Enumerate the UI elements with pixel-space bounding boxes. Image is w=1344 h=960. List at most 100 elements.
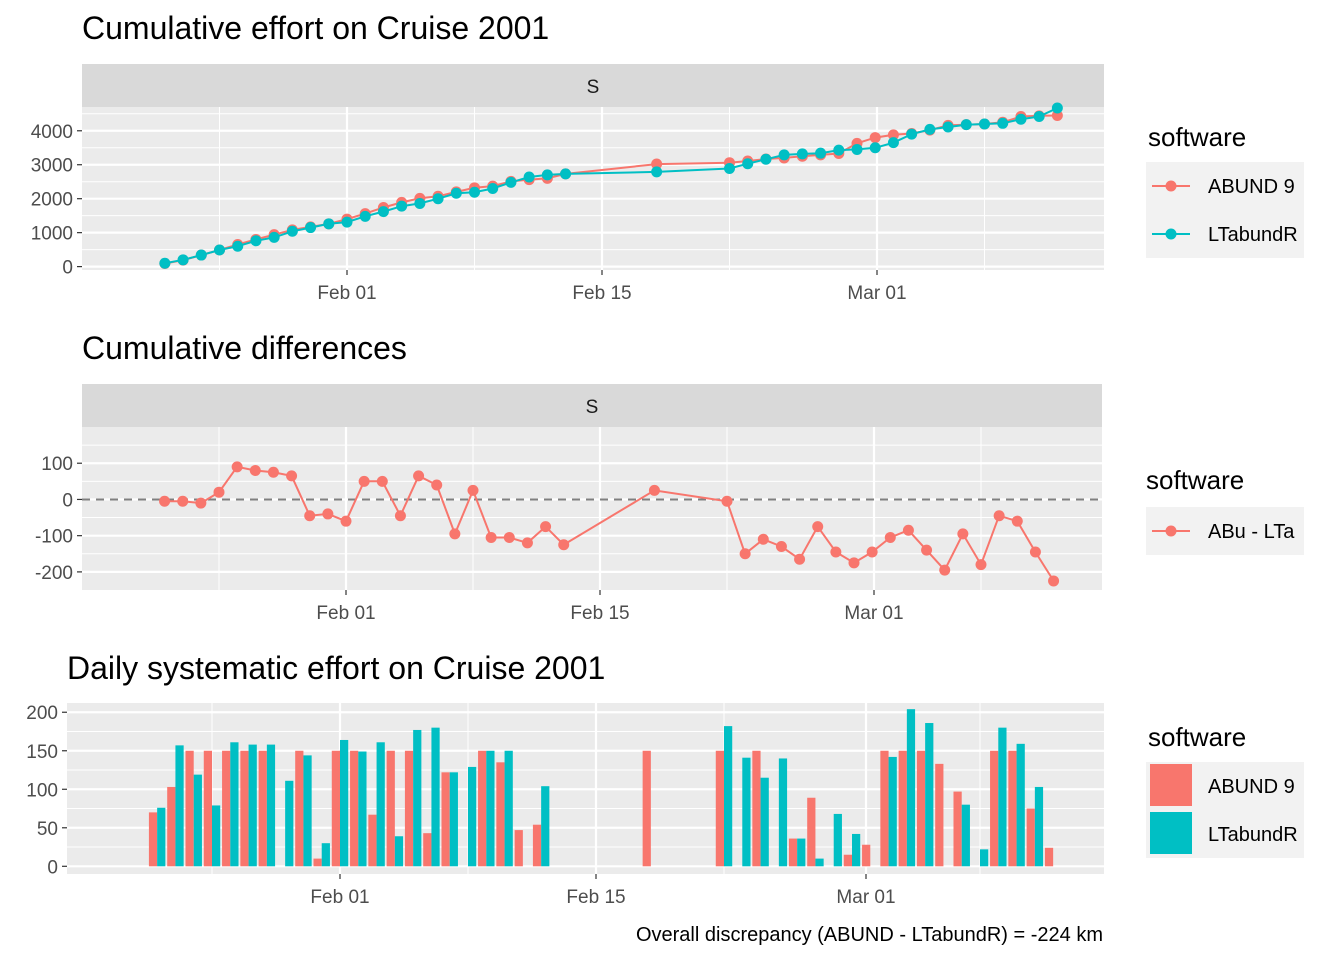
data-point (775, 541, 787, 553)
bar (833, 813, 842, 867)
bar (1008, 750, 1017, 867)
bar (258, 750, 267, 867)
bar (862, 844, 871, 867)
data-point (286, 470, 298, 482)
data-point (540, 521, 552, 533)
bar (193, 774, 202, 867)
bar (350, 750, 359, 867)
y-tick-label: 1000 (31, 224, 73, 245)
data-point (1029, 546, 1041, 558)
bar (888, 756, 897, 867)
bar (449, 772, 458, 867)
data-point (232, 240, 244, 252)
plot-panel-2: -200 -100 0 100 Feb 01 Feb 15 Mar 01 (35, 427, 1102, 624)
data-point (906, 128, 918, 140)
y-tick-label: 0 (62, 258, 73, 279)
data-point (778, 149, 790, 161)
x-tick-label: Mar 01 (844, 603, 903, 624)
y-tick-label: 100 (26, 780, 58, 801)
legend-title-3: software (1148, 722, 1246, 752)
legend-key-background (1146, 162, 1304, 258)
data-point (975, 559, 987, 571)
x-tick-label: Feb 01 (316, 603, 375, 624)
data-point (993, 510, 1005, 522)
data-point (1011, 515, 1023, 527)
bar (1026, 808, 1035, 867)
data-point (724, 162, 735, 174)
data-point (396, 200, 408, 212)
legend-label: ABu - LTa (1208, 521, 1295, 543)
bar (752, 750, 761, 867)
bar (376, 742, 385, 867)
y-tick-label: 3000 (31, 156, 73, 177)
bar (478, 750, 487, 867)
data-point (195, 249, 207, 261)
bar (504, 750, 513, 867)
legend-label: ABUND 9 (1208, 776, 1295, 798)
data-point (742, 158, 754, 170)
bar (404, 750, 414, 867)
data-point (450, 187, 462, 199)
bar (1016, 743, 1025, 867)
data-point (960, 119, 972, 131)
bar (961, 804, 970, 867)
plot-panel-3: 0 50 100 150 200 Feb 01 Feb 15 Mar 01 (26, 703, 1104, 908)
x-tick-label: Mar 01 (836, 887, 895, 908)
data-point (305, 222, 317, 234)
data-point (267, 466, 279, 478)
data-point (866, 546, 878, 558)
legend-label: LTabundR (1208, 224, 1298, 246)
y-tick-label: 50 (37, 819, 58, 840)
bar (358, 751, 367, 867)
data-point (250, 235, 262, 247)
bar (431, 727, 440, 867)
bar (285, 780, 294, 867)
bar (880, 750, 889, 867)
bar (898, 750, 907, 867)
chart-title-2: Cumulative differences (82, 330, 407, 366)
legend-title-1: software (1148, 122, 1246, 152)
data-point (848, 557, 860, 569)
bar (906, 709, 916, 867)
bar (148, 812, 158, 867)
bar (742, 757, 751, 867)
bar (843, 854, 852, 867)
data-point (884, 531, 896, 543)
data-point (505, 176, 517, 188)
data-point (485, 531, 497, 543)
data-point (469, 186, 480, 198)
bar (980, 849, 989, 867)
data-point (159, 495, 171, 507)
bar (990, 750, 999, 867)
bar (321, 843, 330, 867)
data-point (651, 158, 663, 170)
data-point (195, 497, 207, 509)
x-tick-label: Feb 01 (310, 887, 369, 908)
data-point (739, 548, 751, 560)
bar (642, 750, 651, 867)
data-point (812, 521, 824, 533)
y-tick-label: 150 (26, 742, 58, 763)
data-point (760, 153, 772, 165)
y-tick-label: -200 (35, 563, 73, 584)
data-point (997, 117, 1009, 129)
bar (1034, 786, 1044, 867)
bar (203, 750, 212, 867)
plot-panel-1: 0 1000 2000 3000 4000 Feb 01 Feb 15 Mar 01 (31, 102, 1104, 304)
data-point (924, 123, 936, 135)
bar (175, 745, 184, 867)
facet-label-2: S (586, 397, 599, 418)
data-point (304, 510, 316, 522)
bar (212, 805, 221, 867)
data-point (213, 486, 225, 498)
legend-key-point (1165, 180, 1177, 192)
bar (157, 807, 166, 867)
bar (240, 750, 249, 867)
data-point (1033, 111, 1045, 123)
bar (541, 786, 550, 867)
bar (916, 750, 926, 867)
data-point (231, 461, 243, 473)
bar (532, 824, 542, 867)
